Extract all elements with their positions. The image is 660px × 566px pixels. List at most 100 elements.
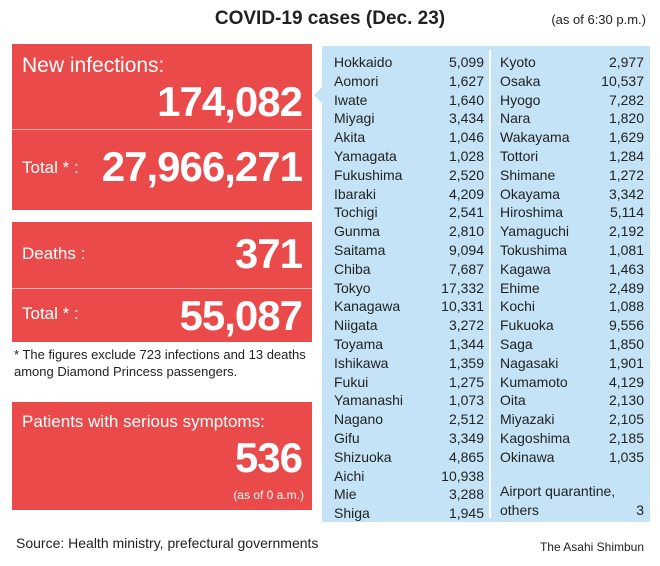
case-count: 10,537	[601, 72, 644, 89]
case-count: 1,901	[608, 354, 644, 371]
prefecture-name: Kochi	[500, 298, 536, 315]
case-count: 2,541	[448, 204, 484, 221]
case-count: 2,130	[608, 392, 644, 409]
prefecture-name: Nagano	[334, 411, 384, 428]
prefecture-name: Saga	[500, 335, 533, 352]
table-row: Ishikawa 1,359	[334, 355, 484, 374]
case-count: 3,434	[448, 110, 484, 127]
case-count: 3,272	[448, 317, 484, 334]
case-count: 2,977	[608, 54, 644, 70]
prefecture-name: Fukui	[334, 373, 369, 390]
case-count: 10,938	[441, 467, 484, 484]
case-count: 5,099	[448, 54, 484, 70]
divider	[12, 288, 312, 289]
table-row: Hyogo 7,282	[500, 92, 644, 111]
case-count: 3,288	[448, 486, 484, 503]
total-deaths-value: 55,087	[179, 292, 303, 339]
prefecture-table	[322, 46, 650, 522]
table-row: Fukushima 2,520	[334, 167, 484, 186]
table-row: Okayama 3,342	[500, 186, 644, 205]
prefecture-name: Kyoto	[500, 54, 536, 70]
case-count: 1,359	[448, 354, 484, 371]
prefecture-name: Toyama	[334, 335, 384, 352]
prefecture-name: Shiga	[334, 505, 370, 522]
table-row: Yamanashi 1,073	[334, 392, 484, 411]
as-of-time: (as of 6:30 p.m.)	[551, 12, 646, 27]
prefecture-name: Shimane	[500, 166, 556, 183]
airport-value: 3	[636, 502, 644, 518]
case-count: 3,349	[448, 429, 484, 446]
prefecture-name: Fukuoka	[500, 317, 554, 334]
table-row: Oita 2,130	[500, 392, 644, 411]
new-infections-panel: New infections: 174,082 Total * : 27,966…	[12, 44, 312, 210]
credit: The Asahi Shimbun	[539, 540, 644, 554]
case-count: 1,073	[448, 392, 484, 409]
table-row: Ibaraki 4,209	[334, 186, 484, 205]
case-count: 1,275	[448, 373, 484, 390]
case-count: 2,520	[448, 166, 484, 183]
case-count: 2,185	[608, 429, 644, 446]
prefecture-name: Aichi	[334, 467, 365, 484]
prefecture-name: Miyagi	[334, 110, 375, 127]
prefecture-name: Kumamoto	[500, 373, 568, 390]
table-row: Mie 3,288	[334, 486, 484, 505]
table-row: Yamaguchi 2,192	[500, 223, 644, 242]
table-row: Yamagata 1,028	[334, 148, 484, 167]
table-row: Gifu 3,349	[334, 430, 484, 449]
prefecture-name: Yamanashi	[334, 392, 404, 409]
prefecture-name: Ishikawa	[334, 354, 389, 371]
prefecture-name: Okinawa	[500, 448, 555, 465]
table-row: Nara 1,820	[500, 110, 644, 129]
source: Source: Health ministry, prefectural gov…	[16, 535, 319, 551]
table-row: Tochigi 2,541	[334, 204, 484, 223]
case-count: 10,331	[441, 298, 484, 315]
case-count: 2,105	[608, 411, 644, 428]
prefecture-name: Ehime	[500, 279, 540, 296]
airport-quarantine-row: Airport quarantine, others 3	[500, 482, 644, 520]
table-row: Gunma 2,810	[334, 223, 484, 242]
prefecture-name: Hokkaido	[334, 54, 393, 70]
table-row: Shizuoka 4,865	[334, 449, 484, 468]
serious-symptoms-panel: Patients with serious symptoms: 536 (as …	[12, 402, 312, 510]
table-row: Tokushima 1,081	[500, 242, 644, 261]
case-count: 1,945	[448, 505, 484, 522]
prefecture-name: Gifu	[334, 429, 360, 446]
total-infections-value: 27,966,271	[101, 143, 303, 190]
prefecture-column-right: Kyoto 2,977 Osaka 10,537 Hyogo 7,282 Nara 1,820…	[500, 54, 644, 468]
prefecture-name: Yamaguchi	[500, 223, 570, 240]
prefecture-name: Gunma	[334, 223, 380, 240]
footnote: * The figures exclude 723 infections and…	[14, 347, 306, 379]
column-divider	[489, 50, 491, 518]
case-count: 2,489	[608, 279, 644, 296]
case-count: 1,081	[608, 241, 644, 258]
table-row: Kagawa 1,463	[500, 261, 644, 280]
new-infections-value: 174,082	[157, 78, 303, 125]
table-row: Kumamoto 4,129	[500, 374, 644, 393]
table-row: Okinawa 1,035	[500, 449, 644, 468]
case-count: 1,627	[448, 72, 484, 89]
prefecture-name: Hyogo	[500, 91, 541, 108]
table-row: Shimane 1,272	[500, 167, 644, 186]
prefecture-name: Tokyo	[334, 279, 371, 296]
case-count: 1,850	[608, 335, 644, 352]
prefecture-name: Miyazaki	[500, 411, 555, 428]
total-deaths-label: Total * :	[22, 304, 79, 323]
prefecture-name: Tottori	[500, 147, 539, 164]
prefecture-name: Osaka	[500, 72, 541, 89]
case-count: 7,687	[448, 260, 484, 277]
case-count: 9,556	[608, 317, 644, 334]
case-count: 9,094	[448, 241, 484, 258]
prefecture-name: Saitama	[334, 241, 386, 258]
case-count: 1,088	[608, 298, 644, 315]
table-row: Iwate 1,640	[334, 92, 484, 111]
case-count: 1,284	[608, 147, 644, 164]
prefecture-name: Fukushima	[334, 166, 403, 183]
table-row: Shiga 1,945	[334, 505, 484, 524]
prefecture-name: Nagasaki	[500, 354, 559, 371]
prefecture-name: Tokushima	[500, 241, 567, 258]
case-count: 1,344	[448, 335, 484, 352]
serious-as-of: (as of 0 a.m.)	[233, 488, 304, 502]
case-count: 1,035	[608, 448, 644, 465]
prefecture-name: Aomori	[334, 72, 379, 89]
